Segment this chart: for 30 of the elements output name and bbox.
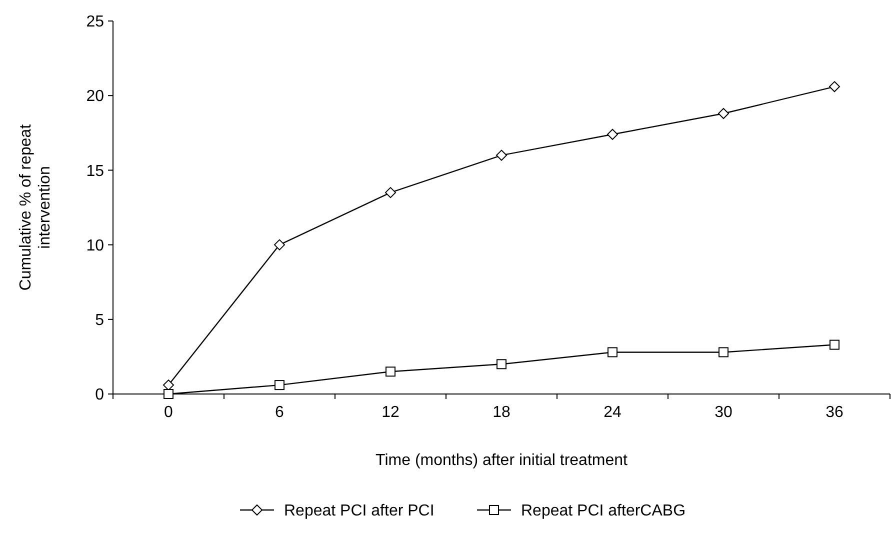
x-tick-label: 36	[826, 404, 844, 421]
point	[607, 128, 618, 140]
x-tick-label: 30	[714, 404, 732, 421]
y-tick-label: 25	[86, 14, 104, 31]
point	[164, 389, 174, 399]
point	[274, 239, 285, 250]
point	[385, 187, 396, 198]
x-tick-label: 24	[604, 404, 622, 421]
point	[718, 347, 728, 358]
y-tick-label: 5	[95, 312, 104, 329]
x-tick-label: 0	[164, 404, 174, 421]
y-tick-label: 10	[86, 237, 104, 254]
x-tick-label: 12	[382, 404, 400, 421]
y-axis-title: Cumulative % of repeat intervention	[17, 124, 54, 291]
point	[496, 150, 507, 161]
x-axis-title: Time (months) after initial treatment	[376, 452, 628, 469]
y-tick-label: 20	[86, 88, 104, 106]
x-tick-label: 6	[275, 404, 284, 421]
point	[608, 347, 618, 358]
point	[386, 366, 396, 377]
x-tick-label: 18	[492, 404, 510, 421]
legend-label: Repeat PCI afterCABG	[521, 502, 686, 520]
point	[829, 81, 840, 92]
legend-label: Repeat PCI after PCI	[284, 502, 434, 520]
point	[274, 380, 284, 390]
y-tick-label: 15	[86, 162, 104, 180]
point	[830, 340, 840, 350]
point	[496, 359, 506, 370]
y-tick-label: 0	[95, 386, 104, 404]
point	[718, 108, 729, 120]
